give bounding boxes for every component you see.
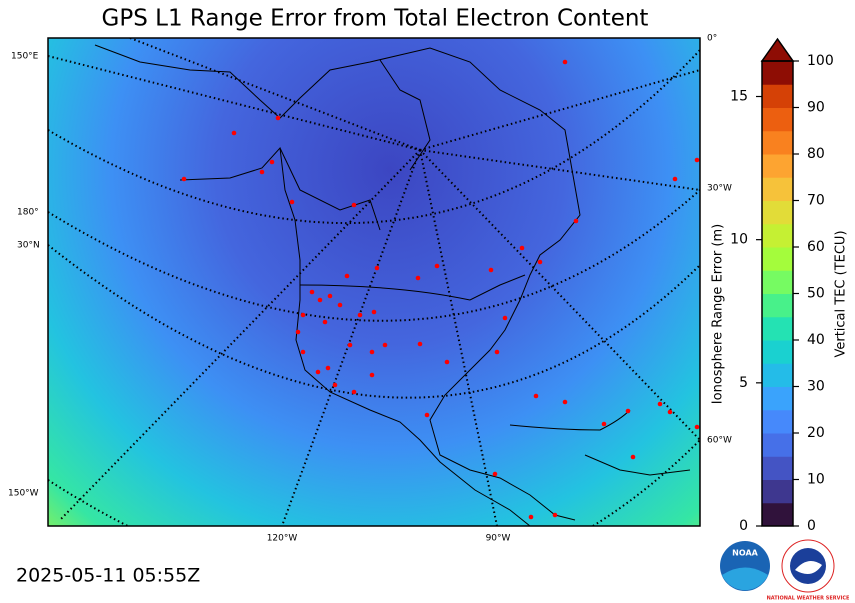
right-tick-label: 40 bbox=[807, 332, 825, 348]
colorbar-band bbox=[762, 84, 793, 108]
colorbar-band bbox=[762, 130, 793, 155]
noaa-logo: NOAA bbox=[720, 541, 770, 591]
graticule-label: 0° bbox=[707, 34, 717, 44]
colorbar-band bbox=[762, 479, 793, 504]
left-tick-label: 15 bbox=[730, 89, 748, 105]
colorbar: 0 5 10 15 0 10 20 30 40 50 60 70 80 90 100 bbox=[730, 37, 834, 534]
title: GPS L1 Range Error from Total Electron C… bbox=[102, 6, 649, 32]
graticule-label: 30°N bbox=[17, 241, 40, 251]
right-axis-label: Vertical TEC (TECU) bbox=[834, 230, 849, 357]
right-tick-label: 50 bbox=[807, 286, 825, 302]
timestamp: 2025-05-11 05:55Z bbox=[16, 565, 200, 587]
right-tick-label: 10 bbox=[807, 472, 825, 488]
map-frame bbox=[47, 37, 701, 527]
left-tick-label: 5 bbox=[739, 375, 748, 391]
colorbar-band bbox=[762, 270, 793, 294]
colorbar-band bbox=[762, 456, 793, 480]
right-tick-label: 100 bbox=[807, 53, 834, 69]
right-tick-label: 90 bbox=[807, 100, 825, 116]
colorbar-band bbox=[762, 107, 793, 132]
colorbar-band bbox=[762, 61, 793, 85]
graticule-label: 150°W bbox=[8, 489, 39, 499]
colorbar-band bbox=[762, 316, 793, 341]
nws-text: NATIONAL WEATHER SERVICE bbox=[767, 596, 850, 602]
colorbar-band bbox=[762, 386, 793, 411]
colorbar-band bbox=[762, 340, 793, 364]
colorbar-band bbox=[762, 200, 793, 225]
right-tick-label: 30 bbox=[807, 379, 825, 395]
graticule-label: 150°E bbox=[11, 52, 39, 62]
nws-logo: NATIONAL WEATHER SERVICE bbox=[767, 539, 850, 602]
noaa-text: NOAA bbox=[732, 549, 758, 558]
graticule-label: 30°W bbox=[707, 184, 732, 194]
left-tick-label: 0 bbox=[739, 518, 748, 534]
colorbar-band bbox=[762, 409, 793, 434]
map bbox=[48, 38, 700, 526]
right-tick-label: 0 bbox=[807, 518, 816, 534]
tec-field bbox=[48, 38, 700, 526]
graticule bbox=[48, 38, 700, 526]
colorbar-band bbox=[762, 502, 793, 527]
colorbar-band bbox=[762, 223, 793, 248]
graticule-label: 60°W bbox=[707, 436, 732, 446]
graticule-label: 120°W bbox=[267, 534, 298, 544]
left-axis-label: Ionosphere Range Error (m) bbox=[711, 224, 726, 404]
graticule-label: 90°W bbox=[486, 534, 511, 544]
colorbar-band bbox=[762, 177, 793, 201]
colorbar-band bbox=[762, 363, 793, 387]
right-tick-label: 20 bbox=[807, 425, 825, 441]
colorbar-extension bbox=[760, 37, 795, 62]
stations bbox=[181, 59, 700, 520]
colorbar-band bbox=[762, 247, 793, 271]
colorbar-band bbox=[762, 293, 793, 318]
colorbar-band bbox=[762, 154, 793, 178]
right-tick-label: 60 bbox=[807, 239, 825, 255]
right-tick-label: 80 bbox=[807, 146, 825, 162]
left-tick-label: 10 bbox=[730, 232, 748, 248]
colorbar-band bbox=[762, 433, 793, 457]
graticule-label: 180° bbox=[17, 208, 39, 218]
right-tick-label: 70 bbox=[807, 193, 825, 209]
